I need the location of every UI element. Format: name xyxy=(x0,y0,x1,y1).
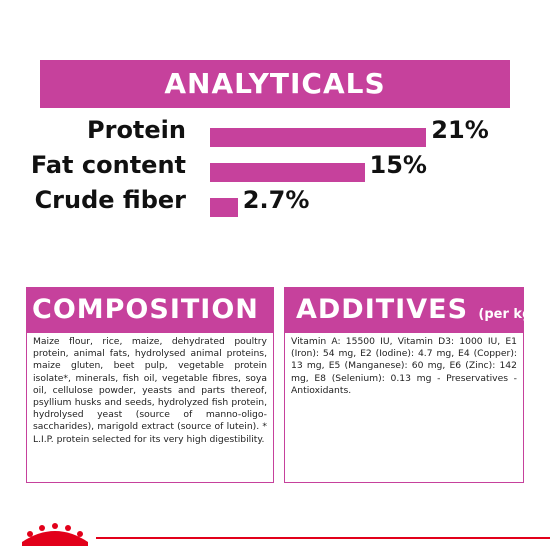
row-label: Crude fiber xyxy=(34,186,186,214)
bar xyxy=(210,163,365,182)
value-label: 2.7% xyxy=(242,186,310,214)
logo xyxy=(22,523,88,546)
composition-text: Maize flour, rice, maize, dehydrated pou… xyxy=(26,333,274,483)
value-label: 21% xyxy=(431,116,489,144)
value-label: 15% xyxy=(369,151,427,179)
row-label: Fat content xyxy=(30,151,186,179)
bar xyxy=(210,128,427,147)
analytics-title: ANALYTICALS CONSTITUENTS xyxy=(40,60,510,148)
row-label: Protein xyxy=(87,116,186,144)
additives-unit: (per kg) xyxy=(478,307,538,322)
additives-header: ADDITIVES (per kg) xyxy=(284,287,537,333)
additives-title: ADDITIVES xyxy=(296,294,469,325)
bar xyxy=(210,198,238,217)
additives-text: Vitamin A: 15500 IU, Vitamin D3: 1000 IU… xyxy=(284,333,524,483)
composition-title: COMPOSITION xyxy=(26,287,274,333)
